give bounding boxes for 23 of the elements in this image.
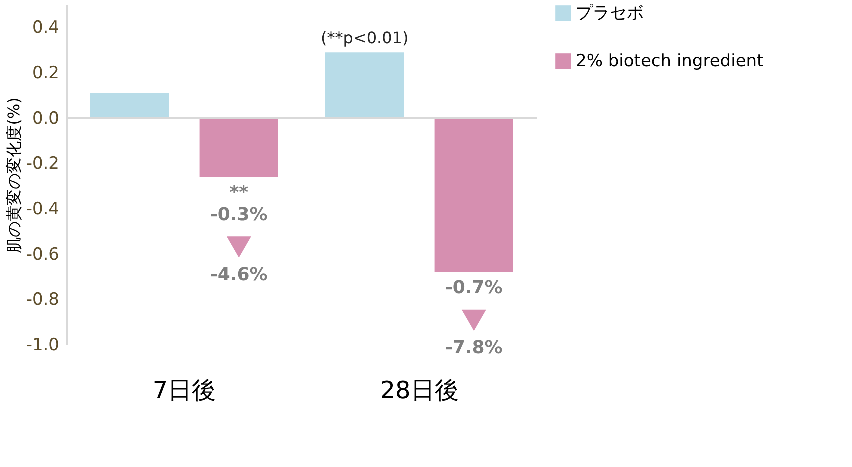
bar (326, 52, 404, 118)
x-tick-label: 7日後 (152, 376, 216, 404)
annotation: -0.7% (445, 277, 503, 298)
y-tick-label: 0.0 (32, 108, 60, 129)
annotation: -4.6% (210, 264, 268, 286)
y-tick-label: -0.2 (26, 154, 60, 174)
y-tick-label: 0.2 (32, 64, 60, 84)
bar (200, 118, 278, 178)
y-tick-label: -0.4 (26, 200, 60, 220)
y-axis-title: 肌の黄変の変化度(%) (4, 98, 24, 254)
legend-label: 2% biotech ingredient (576, 52, 764, 72)
x-tick-label: 28日後 (380, 376, 459, 404)
y-tick-label: -1.0 (26, 336, 60, 356)
y-tick-label: -0.6 (26, 244, 60, 265)
legend-label: プラセボ (576, 4, 644, 24)
annotation: (**p<0.01) (321, 28, 409, 48)
bar (90, 93, 170, 118)
bar (434, 118, 514, 272)
annotation: -7.8% (445, 337, 503, 358)
annotation: -0.3% (210, 204, 268, 226)
y-tick-label: 0.4 (32, 18, 60, 38)
y-tick-label: -0.8 (26, 290, 60, 310)
annotation: ** (230, 182, 250, 204)
